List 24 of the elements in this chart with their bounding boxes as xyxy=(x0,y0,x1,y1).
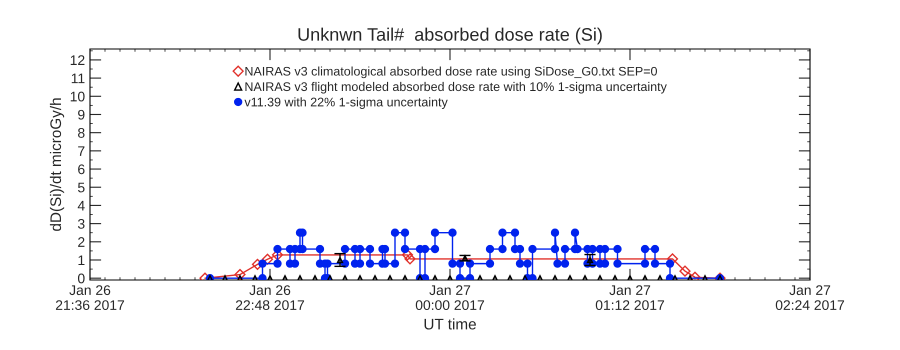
y-tick-label: 10 xyxy=(70,92,85,102)
y-tick-label: 8 xyxy=(78,128,85,138)
x-axis-title: UT time xyxy=(424,318,476,330)
x-tick-label: Jan 27 02:24 2017 xyxy=(776,285,844,310)
y-tick-label: 3 xyxy=(78,218,85,229)
y-tick-label: 2 xyxy=(78,237,84,247)
x-tick-label: Jan 27 01:12 2017 xyxy=(596,285,664,310)
y-tick-label: 7 xyxy=(78,146,84,156)
x-tick-label: Jan 27 00:00 2017 xyxy=(416,285,484,310)
y-tick-label: 9 xyxy=(78,110,84,120)
y-axis-title: dD(Si)/dt microGy/h xyxy=(50,98,64,231)
chart-title: Unknwn Tail# absorbed dose rate (Si) xyxy=(298,28,602,44)
y-tick-label: 1 xyxy=(78,255,84,266)
y-tick-label: 5 xyxy=(78,182,85,192)
legend-label: NAIRAS v3 flight modeled absorbed dose rate with 10% 1-sigma uncertainty xyxy=(245,82,667,94)
y-tick-label: 12 xyxy=(70,55,84,65)
y-tick-label: 4 xyxy=(78,200,85,210)
y-tick-label: 0 xyxy=(78,274,85,284)
legend-label: v11.39 with 22% 1-sigma uncertainty xyxy=(244,97,448,109)
y-tick-label: 6 xyxy=(78,164,85,174)
y-tick-label: 11 xyxy=(72,74,84,84)
x-tick-label: Jan 26 22:48 2017 xyxy=(236,285,304,310)
x-tick-label: Jan 26 21:36 2017 xyxy=(56,285,124,310)
legend-label: NAIRAS v3 climatological absorbed dose rate using SiDose_G0.txt SEP=0 xyxy=(245,66,657,78)
